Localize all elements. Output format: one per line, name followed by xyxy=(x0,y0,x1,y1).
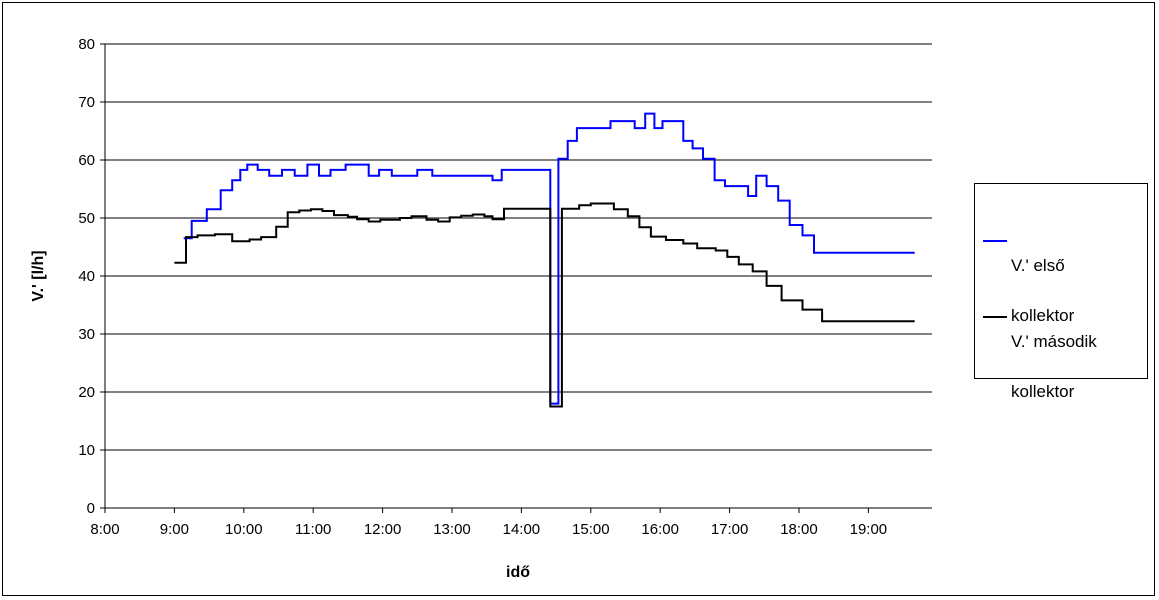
legend-label-series-2-line-2: kollektor xyxy=(1011,382,1075,401)
y-tick-label: 20 xyxy=(78,384,95,401)
x-tick-label: 8:00 xyxy=(90,521,119,538)
x-tick-label: 18:00 xyxy=(780,521,818,538)
x-tick-label: 14:00 xyxy=(503,521,541,538)
legend-swatch-series-1 xyxy=(983,240,1007,242)
y-tick-label: 30 xyxy=(78,326,95,343)
legend-label-series-1-line-1: V.' első xyxy=(1011,256,1065,275)
legend-item-series-1: V.' első kollektor xyxy=(983,228,1143,325)
x-tick-label: 15:00 xyxy=(572,521,610,538)
y-tick-label: 40 xyxy=(78,268,95,285)
tick-labels: 0 10 20 30 40 50 60 70 80 8:00 9:00 10:00 11:00 12:00… xyxy=(78,36,887,538)
x-tick-label: 12:00 xyxy=(364,521,402,538)
x-tick-label: 11:00 xyxy=(295,521,331,538)
series-layer xyxy=(174,112,915,408)
series-line-2 xyxy=(174,202,915,408)
x-tick-label: 13:00 xyxy=(433,521,471,538)
x-tick-label: 16:00 xyxy=(641,521,679,538)
legend-item-series-2: V.' második kollektor xyxy=(983,304,1143,401)
x-axis-title: idő xyxy=(506,564,530,581)
x-tick-label: 9:00 xyxy=(160,521,189,538)
series-line-1 xyxy=(183,112,915,405)
axes xyxy=(100,43,932,513)
y-tick-label: 60 xyxy=(78,152,95,169)
legend: V.' első kollektor V.' második kollektor xyxy=(974,183,1148,401)
x-tick-label: 10:00 xyxy=(225,521,263,538)
legend-label-series-2-line-1: V.' második xyxy=(1011,332,1097,351)
y-tick-label: 50 xyxy=(78,210,95,227)
gridlines xyxy=(105,43,932,451)
y-tick-label: 80 xyxy=(78,36,95,53)
y-axis-title: V.' [l/h] xyxy=(30,250,47,301)
x-tick-label: 17:00 xyxy=(711,521,749,538)
legend-swatch-series-2 xyxy=(983,316,1007,318)
legend-label-series-1-line-2: kollektor xyxy=(1011,306,1075,325)
y-tick-label: 70 xyxy=(78,94,95,111)
x-tick-label: 19:00 xyxy=(850,521,888,538)
y-tick-label: 10 xyxy=(78,442,95,459)
y-tick-label: 0 xyxy=(87,500,95,517)
